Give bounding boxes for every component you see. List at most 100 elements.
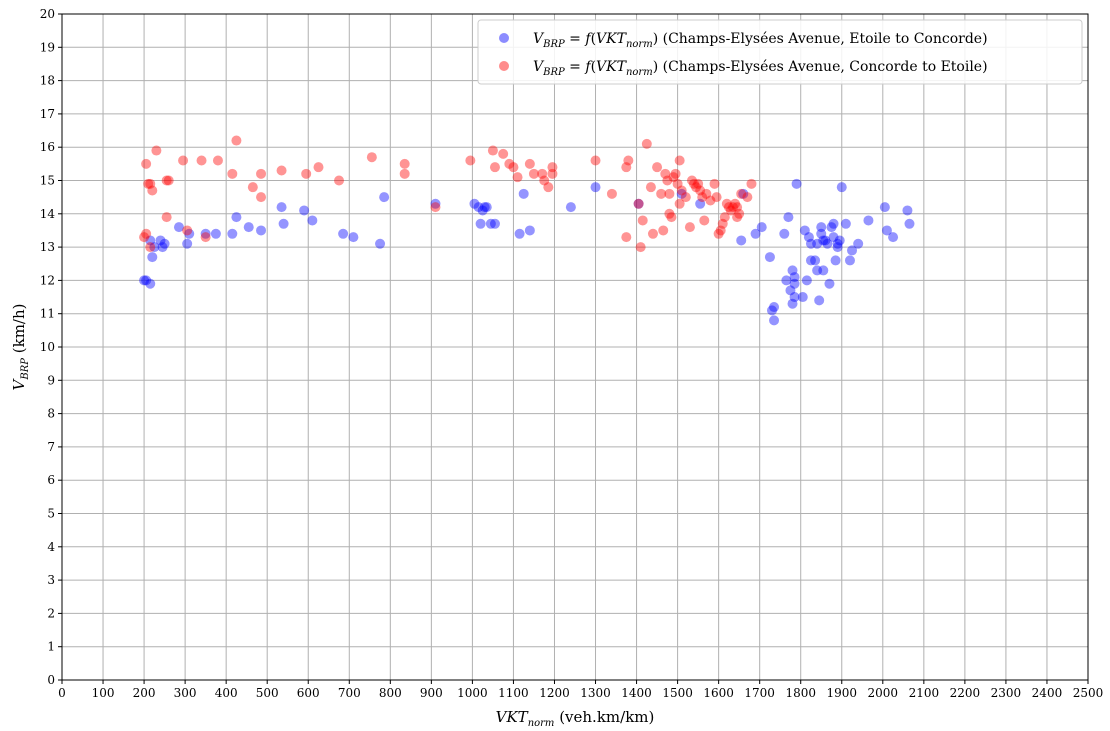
data-point (789, 292, 800, 303)
data-point (481, 202, 492, 213)
data-point (498, 148, 509, 159)
data-point (879, 202, 890, 213)
y-tick-label: 10 (40, 340, 55, 354)
data-point (789, 272, 800, 283)
legend-eq: = (565, 59, 586, 75)
data-point (676, 185, 687, 196)
data-point (713, 228, 724, 239)
legend-arg-sub: norm (626, 67, 653, 78)
y-tick-label: 5 (47, 507, 55, 521)
data-point (742, 192, 753, 203)
data-point (147, 252, 158, 263)
data-point (756, 222, 767, 233)
y-tick-label: 7 (47, 440, 55, 454)
x-tick-label: 100 (92, 686, 115, 700)
data-point (623, 155, 634, 166)
y-tick-label: 16 (40, 140, 55, 154)
data-point (836, 182, 847, 193)
data-point (278, 218, 289, 229)
legend-arg-sub: norm (626, 39, 653, 50)
x-tick-label: 900 (420, 686, 443, 700)
data-point (820, 235, 831, 246)
y-tick-label: 19 (40, 40, 55, 54)
legend-desc: (Champs-Elysées Avenue, Concorde to Etoi… (658, 59, 987, 75)
x-tick-label: 400 (215, 686, 238, 700)
legend-entry-concorde-to-etoile: VBRP = f(VKTnorm) (Champs-Elysées Avenue… (533, 59, 988, 78)
data-point (664, 208, 675, 219)
data-point (797, 292, 808, 303)
x-tick-label: 500 (256, 686, 279, 700)
data-point (145, 178, 156, 189)
data-point (301, 168, 312, 179)
series-1 (139, 135, 757, 253)
data-point (606, 188, 617, 199)
data-point (508, 162, 519, 173)
data-point (139, 275, 150, 286)
data-point (805, 255, 816, 266)
y-tick-label: 20 (40, 7, 55, 21)
legend-lhs: V (533, 31, 545, 47)
data-point (853, 238, 864, 249)
y-tick-label: 2 (47, 606, 55, 620)
data-point (178, 155, 189, 166)
data-point (256, 168, 267, 179)
data-point (844, 255, 855, 266)
y-tick-label: 9 (47, 373, 55, 387)
data-point (723, 202, 734, 213)
data-point (717, 218, 728, 229)
data-point (709, 178, 720, 189)
x-tick-label: 800 (379, 686, 402, 700)
legend-arg: VKT (596, 59, 628, 75)
data-point (200, 228, 211, 239)
data-point (473, 202, 484, 213)
x-tick-label: 2000 (868, 686, 899, 700)
data-point (674, 198, 685, 209)
legend-f: f (584, 59, 593, 75)
data-point (200, 232, 211, 243)
data-point (299, 205, 310, 216)
x-tick-label: 1200 (539, 686, 570, 700)
data-point (159, 238, 170, 249)
data-point (769, 302, 780, 313)
data-point (736, 235, 747, 246)
data-point (668, 172, 679, 183)
data-point (822, 238, 833, 249)
data-point (689, 178, 700, 189)
x-axis-label: VKTnorm (veh.km/km) (496, 708, 655, 729)
data-point (670, 168, 681, 179)
data-point (676, 188, 687, 199)
data-point (590, 182, 601, 193)
data-point (658, 225, 669, 236)
data-point (256, 192, 267, 203)
data-point (674, 155, 685, 166)
y-axis-label: VBRP (km/h) (10, 304, 31, 391)
data-point (738, 188, 749, 199)
data-point (155, 235, 166, 246)
data-point (479, 202, 490, 213)
y-tick-label: 3 (47, 573, 55, 587)
data-point (637, 215, 648, 226)
y-tick-label: 8 (47, 407, 55, 421)
x-tick-label: 1900 (826, 686, 857, 700)
data-point (830, 255, 841, 266)
data-point (161, 212, 172, 223)
x-tick-label: 1100 (498, 686, 529, 700)
data-point (477, 205, 488, 216)
data-point (680, 192, 691, 203)
data-point (145, 242, 156, 253)
data-point (764, 252, 775, 263)
x-tick-label: 2200 (950, 686, 981, 700)
legend-desc: (Champs-Elysées Avenue, Etoile to Concor… (658, 31, 987, 47)
legend-lhs: V (533, 59, 545, 75)
data-point (334, 175, 345, 186)
legend-lhs-sub: BRP (542, 67, 565, 78)
data-point (799, 225, 810, 236)
x-tick-label: 700 (338, 686, 361, 700)
x-tick-label: 0 (58, 686, 66, 700)
x-tick-label: 200 (133, 686, 156, 700)
data-point (547, 162, 558, 173)
y-axis-label-main: V (10, 377, 28, 390)
data-point (881, 225, 892, 236)
data-point (840, 218, 851, 229)
